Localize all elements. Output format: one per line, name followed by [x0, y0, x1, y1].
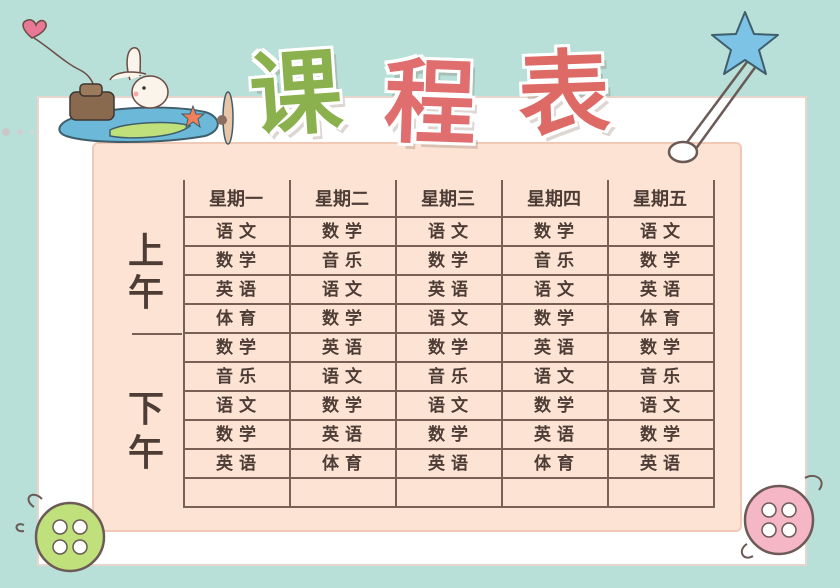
- table-cell: 语文: [640, 222, 686, 242]
- period-afternoon-1: 下: [127, 389, 164, 430]
- table-cell: 数学: [216, 338, 262, 358]
- table-cell: 数学: [428, 338, 474, 358]
- page-title: 课 程 表: [244, 30, 614, 161]
- table-cell: 数学: [534, 396, 580, 416]
- table-cell: 英语: [428, 280, 474, 300]
- table-cell: 语文: [322, 367, 368, 387]
- table-cell: 体育: [534, 454, 580, 474]
- table-cell: [610, 479, 716, 508]
- grid-vline: [395, 180, 397, 506]
- title-char-3: 表: [514, 37, 614, 151]
- grid-hline: [183, 216, 715, 218]
- header-day-2: 星期二: [315, 189, 369, 210]
- grid-hline: [183, 303, 715, 305]
- rabbit-icon: [109, 47, 169, 109]
- table-cell: 数学: [534, 222, 580, 242]
- grid-hline: [183, 477, 715, 479]
- table-cell: 语文: [216, 396, 262, 416]
- table-cell: 英语: [534, 425, 580, 445]
- table-cell: 英语: [322, 338, 368, 358]
- grid-vline: [713, 180, 715, 506]
- heart-kite-icon: [22, 19, 96, 89]
- table-cell: [292, 479, 398, 508]
- grid-hline: [183, 390, 715, 392]
- table-cell: 语文: [428, 222, 474, 242]
- table-cell: 数学: [428, 251, 474, 271]
- period-morning-2: 午: [127, 273, 164, 314]
- star-icon: [711, 11, 779, 75]
- period-morning-1: 上: [127, 231, 164, 272]
- table-cell: 音乐: [534, 251, 580, 271]
- table-cell: 语文: [640, 396, 686, 416]
- table-cell: 音乐: [428, 367, 474, 387]
- grid-hline: [183, 332, 715, 334]
- period-afternoon-2: 午: [127, 433, 164, 474]
- table-cell: 数学: [428, 425, 474, 445]
- table-cell: 数学: [534, 309, 580, 329]
- table-cell: 数学: [640, 338, 686, 358]
- table-cell: [186, 479, 292, 508]
- grid-hline: [183, 448, 715, 450]
- table-cell: 英语: [322, 425, 368, 445]
- grid-vline: [183, 180, 185, 506]
- table-cell: 英语: [428, 454, 474, 474]
- header-day-3: 星期三: [421, 189, 475, 210]
- table-cell: 音乐: [322, 251, 368, 271]
- table-cell: 英语: [640, 454, 686, 474]
- table-cell: 英语: [534, 338, 580, 358]
- title-char-2: 程: [380, 46, 480, 160]
- table-cell: 体育: [216, 309, 262, 329]
- grid-vline: [501, 180, 503, 506]
- header-day-1: 星期一: [209, 189, 263, 210]
- table-cell: 数学: [322, 309, 368, 329]
- table-cell: 数学: [640, 425, 686, 445]
- airplane-icon: [2, 83, 234, 145]
- pink-button-icon: [740, 474, 823, 559]
- grid-vline: [289, 180, 291, 506]
- grid-hline: [183, 245, 715, 247]
- table-cell: 体育: [322, 454, 368, 474]
- table-cell: 语文: [322, 280, 368, 300]
- period-divider: [132, 333, 182, 335]
- grid-hline: [183, 506, 715, 508]
- header-day-4: 星期四: [527, 189, 581, 210]
- timetable-sheet: [92, 142, 742, 532]
- table-cell: [504, 479, 610, 508]
- table-cell: 英语: [640, 280, 686, 300]
- table-cell: 英语: [216, 454, 262, 474]
- table-cell: 音乐: [640, 367, 686, 387]
- title-char-1: 课: [244, 36, 347, 153]
- table-cell: 音乐: [216, 367, 262, 387]
- table-cell: 语文: [428, 309, 474, 329]
- grid-vline: [607, 180, 609, 506]
- safety-pin-icon: [667, 57, 761, 164]
- table-cell: 数学: [640, 251, 686, 271]
- table-cell: 数学: [216, 425, 262, 445]
- table-cell: 数学: [322, 396, 368, 416]
- table-cell: 数学: [216, 251, 262, 271]
- table-cell: 语文: [428, 396, 474, 416]
- grid-hline: [183, 361, 715, 363]
- table-cell: 英语: [216, 280, 262, 300]
- table-cell: 体育: [640, 309, 686, 329]
- grid-hline: [183, 419, 715, 421]
- table-cell: 语文: [216, 222, 262, 242]
- grid-hline: [183, 274, 715, 276]
- table-cell: 数学: [322, 222, 368, 242]
- header-day-5: 星期五: [633, 189, 687, 210]
- table-cell: 语文: [534, 280, 580, 300]
- table-cell: [398, 479, 504, 508]
- table-cell: 语文: [534, 367, 580, 387]
- green-button-icon: [15, 493, 106, 573]
